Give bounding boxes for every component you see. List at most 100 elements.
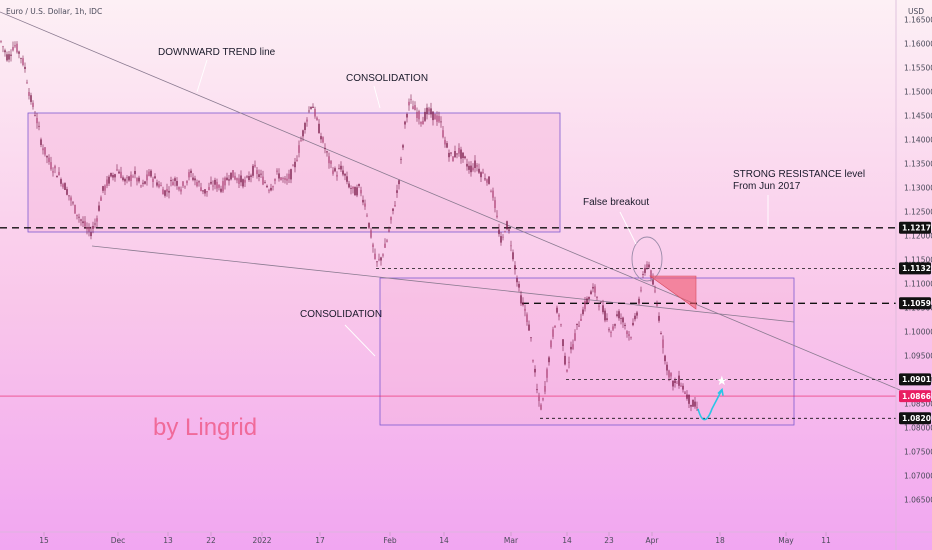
price-tag-label: 1.11325: [902, 264, 932, 273]
candle: [446, 141, 448, 149]
candle: [88, 223, 90, 237]
candle: [612, 324, 614, 331]
candle: [406, 112, 408, 123]
candle: [524, 304, 526, 317]
candle: [382, 253, 384, 258]
price-tag-box: [899, 412, 931, 425]
red-triangle-zone: [649, 275, 697, 310]
candle: [584, 297, 586, 312]
candle: [8, 51, 10, 63]
candle: [280, 177, 282, 181]
price-tag-label: 1.10597: [902, 299, 932, 308]
candle: [352, 186, 354, 194]
candle: [628, 331, 630, 341]
candle: [620, 313, 622, 325]
candle: [346, 171, 348, 185]
candle: [74, 204, 76, 214]
candle: [26, 79, 28, 84]
candle: [312, 103, 314, 108]
candle: [102, 185, 104, 194]
candle: [482, 168, 484, 174]
candle: [68, 195, 70, 201]
candle: [672, 380, 674, 391]
candle: [430, 102, 432, 118]
candle: [44, 147, 46, 157]
time-axis[interactable]: 15 Dec 13 22 2022 17 Feb 14 Mar 14 23 Apr 18 May 11: [39, 532, 831, 545]
candle: [608, 327, 610, 333]
x-tick-label: Mar: [504, 536, 519, 545]
annotation-resistance-2: From Jun 2017: [733, 181, 801, 192]
candle: [638, 296, 640, 305]
candle: [220, 185, 222, 194]
candle: [462, 152, 464, 163]
arrow-false-breakout: [619, 211, 637, 245]
candle: [232, 170, 234, 178]
price-axis[interactable]: 1.16500 1.16000 1.15500 1.15000 1.14500 1.140…: [904, 16, 932, 505]
candle: [616, 310, 618, 318]
candle: [138, 175, 140, 184]
candle: [264, 180, 266, 184]
arrow-consolidation-top: [373, 85, 381, 109]
arrow-downtrend: [196, 59, 208, 93]
candle: [148, 169, 150, 177]
candle: [194, 175, 196, 186]
candle: [184, 185, 186, 189]
price-tag-box: [899, 373, 931, 386]
candle: [432, 111, 434, 126]
candle: [590, 289, 592, 295]
candle: [560, 323, 562, 327]
candle: [408, 98, 410, 111]
candle: [448, 149, 450, 162]
candle: [150, 169, 152, 178]
candle: [222, 177, 224, 193]
candle: [174, 176, 176, 187]
candle: [474, 155, 476, 173]
candle: [364, 199, 366, 210]
candle: [490, 189, 492, 193]
y-tick-label: 1.15000: [904, 88, 932, 97]
candle: [188, 169, 190, 181]
candle: [16, 41, 18, 54]
candle: [372, 242, 374, 253]
candle: [10, 49, 12, 62]
x-tick-label: 14: [562, 536, 572, 545]
candle: [414, 101, 416, 111]
y-tick-label: 1.11500: [904, 256, 932, 265]
candle: [234, 172, 236, 181]
candle: [562, 339, 564, 352]
candle: [472, 163, 474, 172]
candle: [454, 145, 456, 158]
candle: [22, 55, 24, 67]
consolidation-box-top: [27, 112, 561, 233]
candle: [682, 383, 684, 393]
candle: [106, 176, 108, 189]
candle: [316, 116, 318, 121]
candle: [532, 359, 534, 363]
candle: [502, 234, 504, 241]
candle: [630, 336, 632, 340]
candle: [192, 173, 194, 182]
candle: [290, 168, 292, 184]
x-tick-label: 23: [604, 536, 614, 545]
candle: [640, 286, 642, 293]
candle: [360, 186, 362, 197]
candle: [392, 208, 394, 215]
candle: [636, 310, 638, 319]
candle: [404, 120, 406, 129]
candle: [66, 186, 68, 196]
candle: [146, 170, 148, 186]
candle: [552, 326, 554, 340]
candle: [694, 397, 696, 409]
candle: [504, 230, 506, 233]
candle: [396, 184, 398, 198]
candle: [156, 179, 158, 188]
candle: [680, 382, 682, 387]
candle: [548, 355, 550, 366]
candle: [124, 177, 126, 186]
candle: [18, 50, 20, 59]
candle: [262, 170, 264, 186]
candle: [380, 256, 382, 266]
candle: [440, 116, 442, 128]
candle: [492, 187, 494, 201]
